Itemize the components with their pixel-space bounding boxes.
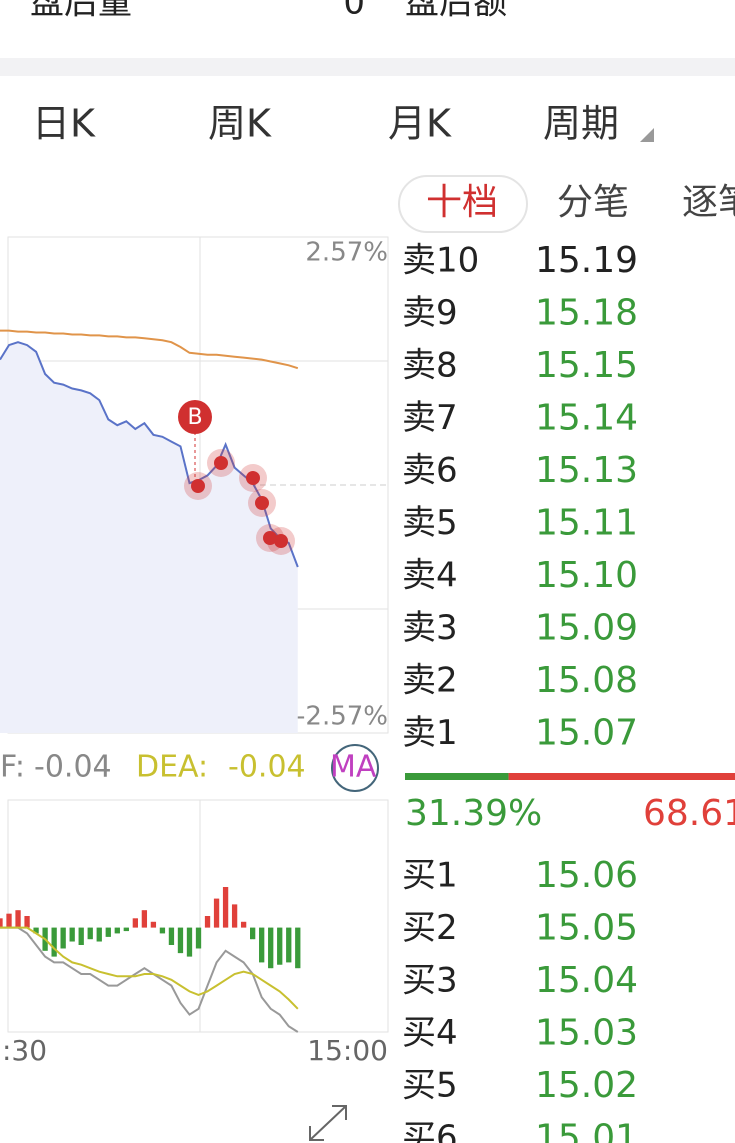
sell-price: 15.19: [535, 240, 638, 281]
separator: [0, 58, 735, 76]
buy-price: 15.02: [535, 1065, 638, 1106]
sell-price: 15.09: [535, 608, 638, 649]
expand-glyph: [309, 1105, 347, 1141]
indicator-label: DEA:: [136, 750, 208, 785]
trade-dot: [274, 534, 288, 548]
ratio-label: 31.39%: [405, 793, 542, 834]
sell-label: 卖4: [402, 556, 458, 596]
sell-label: 卖6: [402, 451, 458, 491]
sell-price: 15.11: [535, 503, 638, 544]
y-tick-label: -2.57%: [296, 702, 388, 732]
sell-price: 15.07: [535, 713, 638, 754]
x-label: :30: [2, 1034, 47, 1067]
buy-label: 买1: [402, 856, 458, 896]
indicator-label: F:: [0, 750, 25, 785]
book-tab[interactable]: 分笔: [557, 182, 629, 223]
sell-price: 15.15: [535, 345, 638, 386]
indicator-label[interactable]: MA: [330, 750, 377, 785]
sell-label: 卖5: [402, 503, 458, 543]
indicator-value: -0.04: [228, 750, 306, 785]
period-tab[interactable]: 月K: [388, 102, 452, 146]
x-label: 15:00: [307, 1034, 388, 1067]
footer-area: [0, 1070, 390, 1143]
sell-price: 15.14: [535, 398, 638, 439]
buy-label: 买5: [402, 1066, 458, 1106]
period-tab[interactable]: 周K: [208, 102, 272, 146]
sell-label: 卖1: [402, 713, 458, 753]
tab-selected-bg: [398, 175, 528, 233]
sell-price: 15.13: [535, 450, 638, 491]
sell-price: 15.10: [535, 555, 638, 596]
marker-badge: [178, 400, 212, 434]
avg-line: [0, 329, 299, 370]
book-tab[interactable]: 十档: [426, 182, 498, 223]
header-value: 0: [343, 0, 365, 23]
sell-label: 卖3: [402, 608, 458, 648]
trade-dot: [255, 496, 269, 510]
expand-icon[interactable]: [309, 1105, 347, 1141]
buy-price: 15.04: [535, 960, 638, 1001]
buy-label: 买6: [402, 1118, 458, 1143]
sell-label: 卖7: [402, 398, 458, 438]
buy-label: 买2: [402, 908, 458, 948]
sell-price: 15.08: [535, 660, 638, 701]
period-tab[interactable]: 日K: [32, 102, 96, 146]
dea-line: [0, 926, 299, 1010]
header-label: 盘后量: [30, 0, 132, 23]
trade-dot: [214, 456, 228, 470]
dif-line: [0, 926, 299, 1033]
buy-label: 买4: [402, 1013, 458, 1053]
sell-label: 卖10: [402, 241, 479, 281]
buy-price: 15.06: [535, 855, 638, 896]
sell-price: 15.18: [535, 293, 638, 334]
ratio-bar: [405, 773, 509, 780]
sell-label: 卖2: [402, 661, 458, 701]
sell-label: 卖8: [402, 346, 458, 386]
plot-frame: [7, 799, 389, 1033]
buy-price: 15.05: [535, 908, 638, 949]
buy-price: 15.01: [535, 1118, 638, 1143]
period-tab[interactable]: 周期: [543, 102, 619, 146]
trade-dot: [191, 479, 205, 493]
trade-dot: [263, 531, 277, 545]
ratio-label: 68.61%: [643, 793, 735, 834]
dropdown-arrow: [640, 128, 654, 142]
marker-label: B: [187, 405, 202, 430]
buy-price: 15.03: [535, 1013, 638, 1054]
header-label: 盘后额: [405, 0, 507, 23]
indicator-switch[interactable]: [331, 744, 379, 792]
ratio-bar: [508, 773, 735, 780]
buy-label: 买3: [402, 961, 458, 1001]
indicator-value: -0.04: [34, 750, 112, 785]
sell-label: 卖9: [402, 293, 458, 333]
book-tab[interactable]: 逐笔: [682, 182, 735, 223]
trade-dot: [246, 471, 260, 485]
y-tick-label: 2.57%: [305, 238, 388, 268]
price-area: [0, 342, 298, 733]
